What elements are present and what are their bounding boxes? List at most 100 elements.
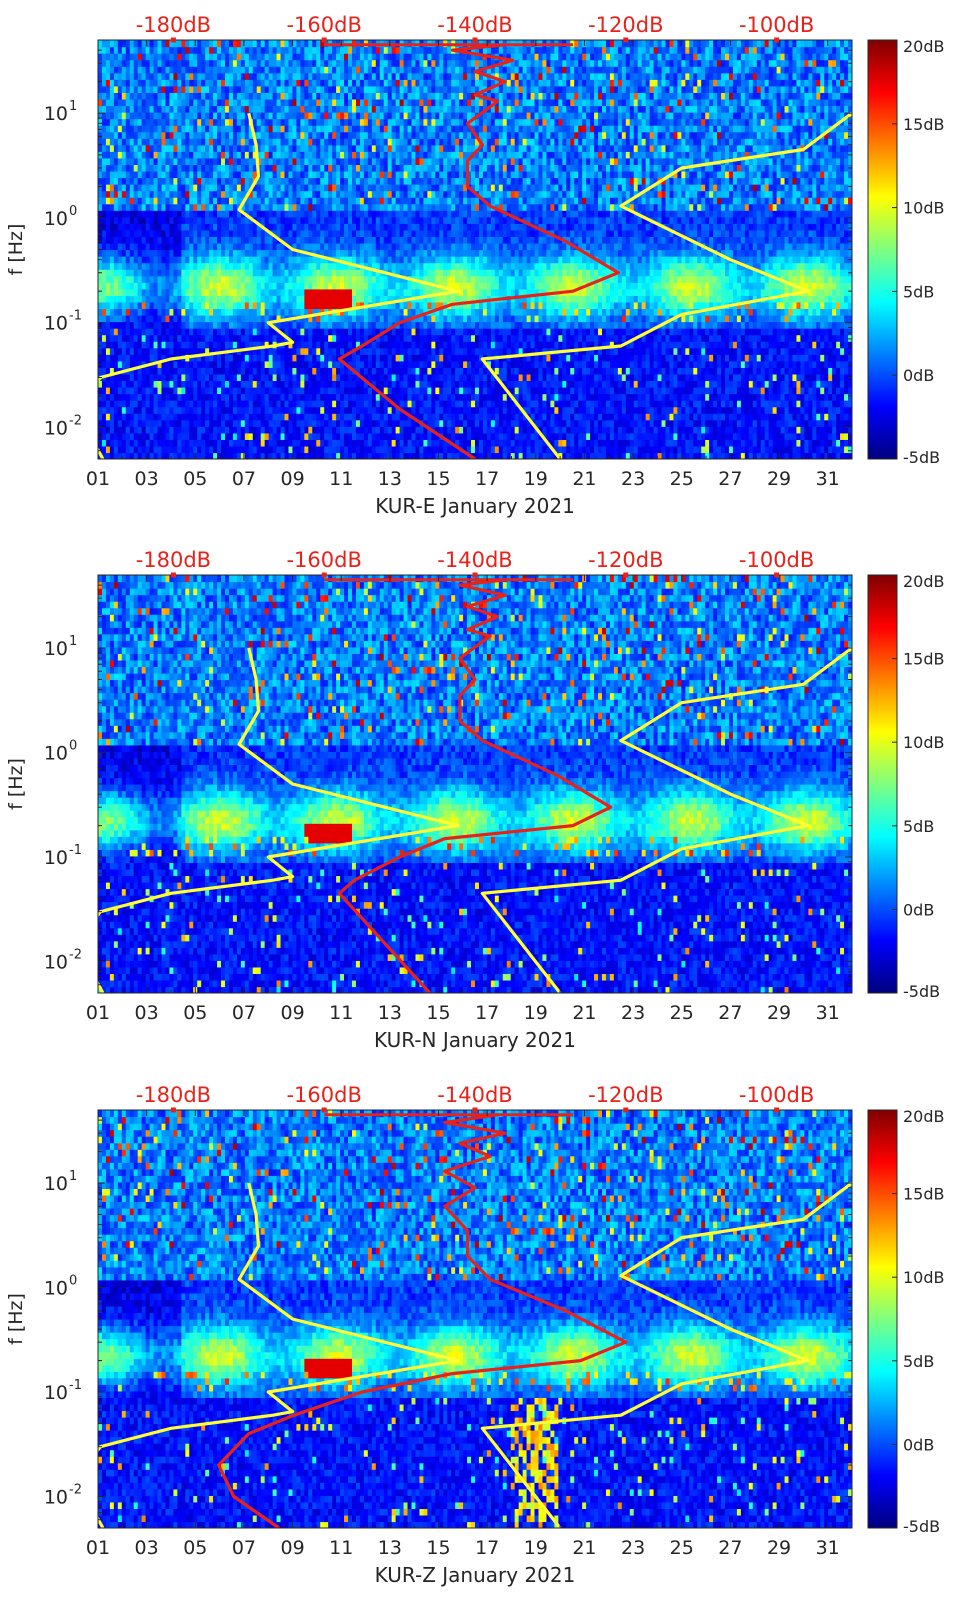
x-axis-label: KUR-N January 2021: [374, 1028, 576, 1052]
top-tick-mark: [321, 37, 327, 43]
top-tick-mark: [472, 37, 478, 43]
y-tick-label: 10: [44, 417, 68, 439]
x-tick-label: 05: [183, 1002, 207, 1024]
colorbar-tick-label: 15dB: [903, 650, 945, 669]
top-db-tick-label: -140dB: [437, 13, 512, 37]
x-tick-label: 03: [135, 1002, 159, 1024]
colorbar-tick-label: 5dB: [903, 282, 934, 301]
x-tick-label: 15: [426, 1537, 450, 1559]
x-tick-label: 31: [816, 1002, 840, 1024]
x-tick-label: 07: [232, 1002, 256, 1024]
x-tick-label: 21: [572, 468, 596, 490]
colorbar-tick-label: 10dB: [903, 1268, 945, 1287]
top-tick-mark: [774, 1107, 780, 1113]
colorbar-tick-label: 20dB: [903, 1107, 945, 1126]
colorbar-tick-label: 10dB: [903, 733, 945, 752]
x-tick-label: 25: [670, 1537, 694, 1559]
x-tick-label: 11: [329, 1002, 353, 1024]
x-tick-label: 05: [183, 468, 207, 490]
colorbar-tick-label: 5dB: [903, 817, 934, 836]
top-db-tick-label: -140dB: [437, 1083, 512, 1107]
x-tick-label: 17: [475, 468, 499, 490]
x-tick-label: 09: [280, 1537, 304, 1559]
x-tick-label: 01: [86, 468, 110, 490]
x-axis-label: KUR-Z January 2021: [375, 1563, 576, 1587]
x-tick-label: 21: [572, 1002, 596, 1024]
y-axis-label: f [Hz]: [5, 758, 27, 810]
x-tick-label: 15: [426, 468, 450, 490]
colorbar-tick-label: 20dB: [903, 572, 945, 591]
x-tick-label: 23: [621, 468, 645, 490]
y-tick-exponent: -2: [69, 948, 82, 963]
top-tick-mark: [774, 572, 780, 578]
x-tick-label: 19: [524, 1537, 548, 1559]
y-tick-label: 10: [44, 847, 68, 869]
y-tick-exponent: -2: [69, 413, 82, 428]
y-tick-exponent: 0: [69, 1274, 77, 1289]
x-tick-label: 03: [135, 1537, 159, 1559]
x-tick-label: 05: [183, 1537, 207, 1559]
y-tick-exponent: -2: [69, 1483, 82, 1498]
y-tick-exponent: 0: [69, 204, 77, 219]
x-tick-label: 27: [718, 1002, 742, 1024]
x-tick-label: 31: [816, 1537, 840, 1559]
top-db-tick-label: -120dB: [588, 1083, 663, 1107]
spectrogram-heatmap: [98, 1110, 852, 1528]
psd-curve: [217, 1113, 628, 1528]
x-tick-label: 25: [670, 1002, 694, 1024]
spectrogram-panel-3: 01 03 05 07 09 11 13 15 17 19 21 23 25 27 29 3110-210-1…: [5, 1083, 945, 1587]
colorbar-tick-label: 15dB: [903, 115, 945, 134]
y-tick-exponent: -1: [69, 1378, 82, 1393]
y-tick-exponent: 1: [69, 1169, 77, 1184]
y-axis-label: f [Hz]: [5, 1293, 27, 1345]
top-tick-mark: [623, 572, 629, 578]
top-tick-mark: [623, 37, 629, 43]
x-tick-label: 25: [670, 468, 694, 490]
top-db-tick-label: -140dB: [437, 548, 512, 572]
colorbar-tick-label: 5dB: [903, 1352, 934, 1371]
top-tick-mark: [472, 572, 478, 578]
colorbar: [867, 574, 898, 994]
x-axis-label: KUR-E January 2021: [375, 494, 575, 518]
x-tick-label: 29: [767, 1002, 791, 1024]
y-tick-label: 10: [44, 1278, 68, 1300]
x-tick-label: 01: [86, 1537, 110, 1559]
x-tick-label: 19: [524, 1002, 548, 1024]
x-tick-label: 27: [718, 1537, 742, 1559]
colorbar-tick-label: 20dB: [903, 37, 945, 56]
x-tick-label: 13: [378, 1002, 402, 1024]
x-tick-label: 09: [280, 1002, 304, 1024]
top-db-tick-label: -180dB: [136, 1083, 211, 1107]
colorbar-tick-label: 0dB: [903, 1435, 934, 1454]
spectrogram-heatmap: [98, 40, 852, 459]
y-tick-label: 10: [44, 313, 68, 335]
y-tick-label: 10: [44, 1487, 68, 1509]
spectrogram-panel-2: 01 03 05 07 09 11 13 15 17 19 21 23 25 27 29 3110-210-1…: [5, 548, 945, 1052]
x-tick-label: 07: [232, 1537, 256, 1559]
x-tick-label: 19: [524, 468, 548, 490]
colorbar-tick-label: -5dB: [903, 982, 940, 1001]
colorbar-tick-label: -5dB: [903, 1517, 940, 1536]
colorbar-tick-label: 0dB: [903, 366, 934, 385]
y-tick-exponent: 1: [69, 634, 77, 649]
x-tick-label: 07: [232, 468, 256, 490]
x-tick-label: 17: [475, 1002, 499, 1024]
colorbar: [867, 1109, 898, 1529]
x-tick-label: 21: [572, 1537, 596, 1559]
x-tick-label: 09: [280, 468, 304, 490]
x-tick-label: 29: [767, 468, 791, 490]
top-tick-mark: [321, 1107, 327, 1113]
y-tick-label: 10: [44, 208, 68, 230]
top-db-tick-label: -100dB: [739, 548, 814, 572]
model-curve-2: [480, 111, 852, 459]
top-tick-mark: [170, 1107, 176, 1113]
y-tick-exponent: -1: [69, 309, 82, 324]
y-tick-exponent: 0: [69, 739, 77, 754]
x-tick-label: 13: [378, 1537, 402, 1559]
psd-curve: [337, 578, 613, 993]
x-tick-label: 11: [329, 468, 353, 490]
top-db-tick-label: -160dB: [286, 13, 361, 37]
x-tick-label: 17: [475, 1537, 499, 1559]
colorbar: [867, 39, 898, 460]
